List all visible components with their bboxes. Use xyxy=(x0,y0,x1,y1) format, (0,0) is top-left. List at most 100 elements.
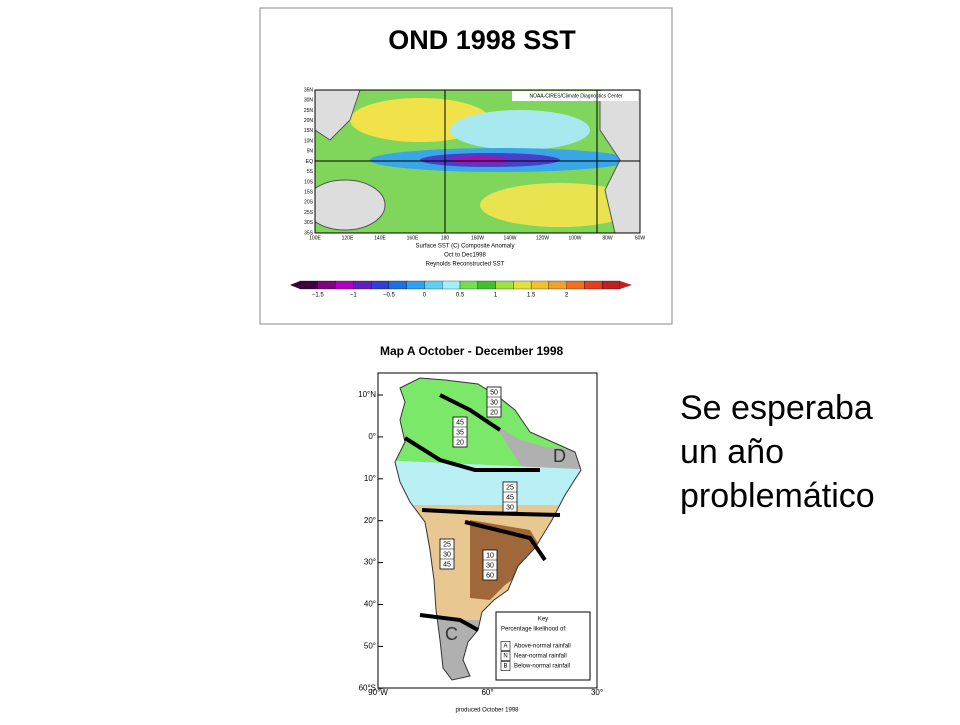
lon-label: 160W xyxy=(471,235,484,241)
colorbar-cell xyxy=(530,280,550,290)
colorbar-tick: −1 xyxy=(350,293,358,299)
lat-label: 35N xyxy=(304,87,314,93)
key-box xyxy=(495,611,591,681)
lat-label: 30N xyxy=(304,98,314,104)
colorbar-cell xyxy=(584,280,603,290)
slide-text: un año xyxy=(680,433,784,471)
lon-label: 180 xyxy=(441,235,450,241)
lat-label: 15S xyxy=(304,189,314,195)
lat-label: 20° xyxy=(364,516,376,525)
zone-dry-d xyxy=(495,425,581,480)
lon-label: 100E xyxy=(309,235,321,241)
lat-label: 10N xyxy=(304,138,314,144)
lon-label: 100W xyxy=(568,235,581,241)
lat-label: 35S xyxy=(304,230,314,236)
lat-label: 25N xyxy=(304,108,314,114)
credit-box xyxy=(512,91,638,101)
probability-value: 30 xyxy=(506,504,514,511)
colorbar-cell xyxy=(477,280,496,290)
caption-line: Surface SST (C) Composite Anomaly xyxy=(416,244,515,250)
lat-label: EQ xyxy=(306,159,313,165)
lon-label: 60° xyxy=(481,688,493,697)
caption-line: Oct to Dec1998 xyxy=(444,253,486,259)
rainfall-title: Map A October - December 1998 xyxy=(380,344,564,358)
sst-map xyxy=(315,90,640,233)
probability-value: 50 xyxy=(490,389,498,396)
lon-label: 160E xyxy=(407,235,419,241)
key-swatch xyxy=(500,641,511,651)
colorbar-cell xyxy=(388,280,407,290)
colorbar-cell xyxy=(459,280,478,290)
probability-value: 30 xyxy=(486,562,494,569)
zone-letter: D xyxy=(553,446,566,466)
sst-cool-region xyxy=(450,110,590,150)
key-text: Near-normal rainfall xyxy=(514,654,567,660)
colorbar-cell xyxy=(370,280,390,290)
probability-value: 60 xyxy=(486,572,494,579)
lat-label: 10S xyxy=(304,179,314,185)
boundary-lines xyxy=(403,393,561,632)
probability-value: 20 xyxy=(490,409,498,416)
colorbar-cell xyxy=(602,280,621,290)
key-letter: A xyxy=(503,644,507,650)
lat-label: 5S xyxy=(307,169,314,175)
sst-credit: NOAA-CIRES/Climate Diagnostics Center xyxy=(529,93,622,99)
boundary xyxy=(403,436,540,472)
colorbar-cell xyxy=(513,280,532,290)
lat-label: 50° xyxy=(364,642,376,651)
lat-label: 25S xyxy=(304,210,314,216)
lon-label: 120W xyxy=(536,235,549,241)
colorbar-tick: 0 xyxy=(423,293,427,299)
zone-near-normal xyxy=(395,460,581,515)
probability-value: 45 xyxy=(506,494,514,501)
zone-letter: C xyxy=(445,624,458,644)
lon-label: 140E xyxy=(374,235,386,241)
colorbar-tick: −0.5 xyxy=(383,293,396,299)
probability-box xyxy=(439,538,455,570)
colorbar-cell xyxy=(566,280,585,290)
slide-text: problemático xyxy=(680,477,875,515)
rainfall-footer: produced October 1998 xyxy=(455,708,519,714)
probability-box xyxy=(452,416,468,448)
key-swatch xyxy=(500,661,511,671)
lat-label: 20S xyxy=(304,200,314,206)
slide-text: Se esperaba xyxy=(680,389,873,427)
probability-value: 25 xyxy=(506,484,514,491)
probability-value: 25 xyxy=(443,541,451,548)
lon-label: 80W xyxy=(602,235,613,241)
key-title: Key xyxy=(538,617,548,623)
lon-label: 90°W xyxy=(368,688,388,697)
key-swatch xyxy=(500,651,511,661)
land-australia xyxy=(315,179,386,231)
colorbar-cell xyxy=(317,280,336,290)
colorbar-cell xyxy=(442,280,461,290)
key-subtitle: Percentage likelihood of: xyxy=(501,627,567,633)
probability-value: 20 xyxy=(456,439,464,446)
sst-cold-core xyxy=(450,156,510,164)
lat-label: 30° xyxy=(364,558,376,567)
lat-label: 30S xyxy=(304,220,314,226)
colorbar-tick: 1 xyxy=(494,293,498,299)
lat-label: 15N xyxy=(304,128,314,134)
lat-label: 10° xyxy=(364,474,376,483)
lat-label: 40° xyxy=(364,600,376,609)
boundary xyxy=(419,613,479,632)
colorbar-cell xyxy=(335,280,354,290)
sst-title: OND 1998 SST xyxy=(388,25,576,55)
probability-box xyxy=(482,549,498,581)
probability-value: 45 xyxy=(443,561,451,568)
boundary xyxy=(464,520,547,562)
probability-value: 30 xyxy=(443,551,451,558)
key-text: Above-normal rainfall xyxy=(514,644,571,650)
lon-label: 120E xyxy=(342,235,354,241)
land-asia xyxy=(315,90,361,141)
lon-label: 60W xyxy=(635,235,646,241)
lat-label: 60°S xyxy=(359,683,376,692)
lat-label: 0° xyxy=(368,432,376,441)
colorbar-tick: −1.5 xyxy=(312,293,325,299)
boundary xyxy=(421,508,561,517)
key-letter: N xyxy=(503,654,507,660)
probability-value: 30 xyxy=(490,399,498,406)
